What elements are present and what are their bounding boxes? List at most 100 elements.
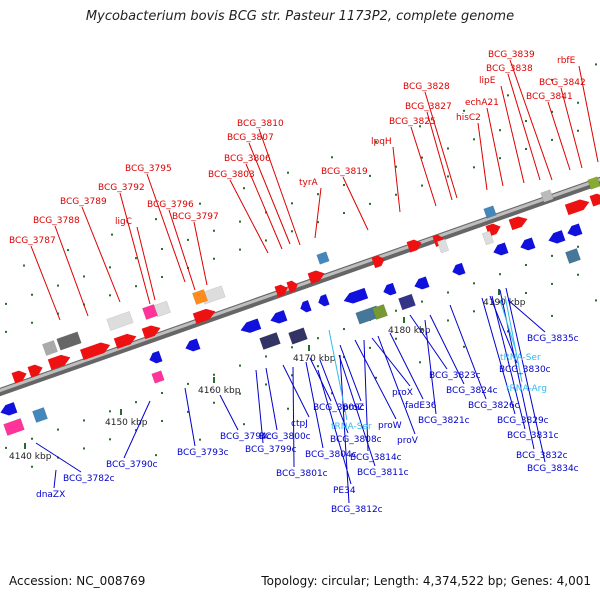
track-dot	[213, 401, 215, 404]
track-dot	[369, 202, 371, 205]
gene-box-pink	[142, 304, 158, 320]
gene-box-steel	[316, 251, 330, 265]
track-dot	[239, 220, 241, 223]
track-dot	[447, 291, 449, 294]
scale-ticks: 4140 kbp 4150 kbp 4160 kbp 4170 kbp 4180 kbp…	[9, 289, 526, 462]
track-dot	[291, 202, 293, 205]
leader-line	[314, 187, 322, 239]
leader-line	[377, 335, 416, 435]
forward-gene	[589, 193, 600, 207]
gene-box-grey	[540, 189, 554, 203]
forward-gene	[508, 216, 528, 231]
gene-box-grey	[42, 340, 58, 356]
track-dot	[187, 238, 189, 241]
leader-line	[477, 122, 488, 191]
leader-line	[184, 387, 196, 447]
gene-label-reverse: dnaZX	[36, 490, 65, 500]
map-title: Mycobacterium bovis BCG str. Pasteur 117…	[85, 9, 515, 24]
track-dot	[67, 249, 69, 252]
gene-box-navy	[288, 327, 308, 345]
gene-label-reverse: BCG_3814c	[350, 453, 402, 463]
gene-label-forward: tyrA	[299, 178, 319, 188]
forward-gene	[80, 342, 111, 361]
leader-line	[409, 314, 448, 370]
gene-label-reverse: BCG_3808c	[330, 435, 382, 445]
gene-label-forward: BCG_3788	[33, 216, 80, 226]
track-dot	[135, 429, 137, 432]
leader-line	[309, 357, 332, 402]
leader-line	[328, 329, 348, 421]
leader-line	[342, 176, 369, 231]
gene-label-forward: BCG_3838	[486, 64, 533, 74]
tick-label: 4190 kbp	[483, 298, 526, 308]
reverse-gene	[300, 300, 312, 313]
backbone-highlight	[0, 177, 600, 393]
gene-box-orange	[192, 289, 208, 305]
leader-line	[146, 173, 186, 283]
gene-label-forward: BCG_3819	[321, 167, 368, 177]
track-dot	[473, 166, 475, 169]
gene-label-forward: ligC	[115, 217, 132, 227]
track-dot	[369, 346, 371, 349]
track-dot	[5, 446, 7, 449]
leader-line	[282, 364, 310, 418]
track-dot	[23, 264, 25, 267]
gene-label-forward: BCG_3807	[227, 133, 274, 143]
gene-box-olive	[587, 176, 600, 190]
leader-line	[317, 369, 352, 485]
gene-label-reverse: BCG_3799c	[245, 445, 297, 455]
leader-line	[424, 319, 437, 415]
track-dot	[577, 101, 579, 104]
track-dot	[135, 401, 137, 404]
track-dot	[395, 337, 397, 340]
track-dot	[239, 248, 241, 251]
gene-label-forward: BCG_3803	[208, 170, 255, 180]
track-dot	[507, 94, 509, 97]
track-dot	[31, 437, 33, 440]
track-dot	[421, 184, 423, 187]
leader-line	[305, 361, 324, 449]
track-dot	[57, 284, 59, 287]
gene-label-reverse: BCG_3829c	[497, 416, 549, 426]
track-dot	[109, 266, 111, 269]
track-dot	[239, 392, 241, 395]
leader-line	[245, 163, 283, 250]
track-dot	[57, 428, 59, 431]
track-dot	[239, 364, 241, 367]
leader-line	[491, 295, 526, 430]
track-dot	[291, 374, 293, 377]
track-dot	[499, 273, 501, 276]
leader-line	[486, 107, 504, 187]
gene-label-reverse: BCG_3809c	[313, 403, 365, 413]
leader-line	[389, 332, 424, 400]
leader-line	[426, 111, 453, 201]
track-dot	[447, 175, 449, 178]
leader-line	[449, 304, 487, 400]
track-dot	[135, 285, 137, 288]
gene-box-dark	[56, 331, 82, 351]
gene-box-steel	[32, 407, 48, 423]
track-dot	[421, 328, 423, 331]
forward-gene	[307, 270, 325, 284]
track-dot	[109, 294, 111, 297]
gene-label-reverse: ctpJ	[291, 419, 308, 429]
track-dot	[551, 78, 553, 81]
gene-labels: BCG_3787BCG_3788BCG_3789ligCBCG_3792BCG_…	[9, 50, 586, 515]
gene-label-reverse: proW	[378, 421, 402, 431]
track-dot	[331, 392, 333, 395]
track-dot	[213, 257, 215, 260]
reverse-gene	[567, 223, 583, 237]
reverse-gene	[149, 350, 163, 364]
gene-label-reverse: BCG_3793c	[177, 448, 229, 458]
track-dot	[343, 328, 345, 331]
track-dot	[287, 171, 289, 174]
gene-label-forward: BCG_3827	[405, 102, 452, 112]
leader-line	[319, 359, 349, 434]
leader-line	[53, 469, 57, 489]
gene-label-reverse: BCG_3831c	[507, 431, 559, 441]
gene-box-navy	[398, 293, 416, 311]
forward-gene	[47, 354, 71, 370]
leader-line	[136, 226, 156, 301]
leader-line	[35, 442, 82, 473]
